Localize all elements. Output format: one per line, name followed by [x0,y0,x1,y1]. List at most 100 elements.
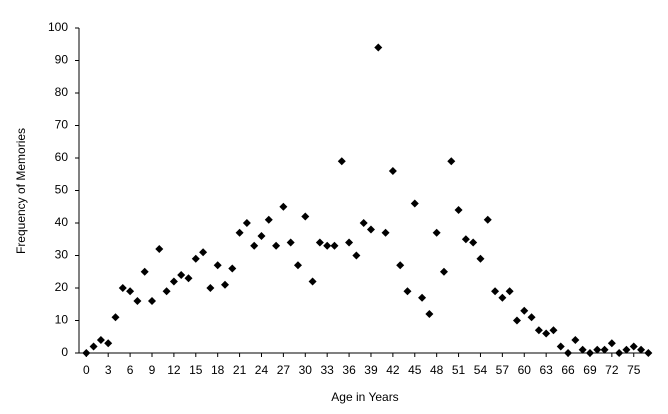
x-tick-label: 24 [255,363,269,377]
x-tick-label: 6 [127,363,134,377]
data-point [147,297,156,305]
data-point [279,202,288,211]
data-point [498,293,507,302]
data-point [199,248,208,257]
x-tick-label: 69 [583,363,597,377]
data-point [257,232,266,240]
x-tick-label: 36 [342,363,356,377]
data-point [359,219,368,227]
x-tick-label: 48 [430,363,444,377]
data-point [469,238,478,247]
data-point [155,245,164,253]
data-point [512,316,521,325]
x-tick-label: 51 [452,363,466,377]
data-point [366,225,375,234]
y-tick-label: 50 [55,183,69,197]
data-point [607,339,616,348]
data-point [600,345,609,354]
data-point [272,241,281,250]
data-point [593,345,602,354]
data-point [111,313,120,322]
data-point [418,293,427,302]
data-point [520,306,529,315]
data-point [264,215,273,224]
data-point [140,267,149,276]
data-point [374,43,383,52]
x-tick-label: 21 [233,363,247,377]
data-point [162,287,171,296]
x-tick-label: 54 [474,363,488,377]
x-tick-label: 30 [299,363,313,377]
data-point [585,349,594,357]
y-tick-label: 10 [55,313,69,327]
data-point [461,235,470,244]
data-point [337,157,346,166]
data-point [454,206,463,214]
x-tick-label: 60 [518,363,532,377]
data-point [126,287,135,296]
data-point [169,277,178,286]
data-point [410,199,419,208]
data-point [184,274,193,283]
data-point [629,342,638,351]
x-axis-label: Age in Years [331,390,398,404]
x-tick-label: 57 [496,363,510,377]
data-point [491,287,500,296]
data-point [177,271,186,279]
data-point [242,219,251,227]
x-tick-label: 75 [627,363,641,377]
x-tick-label: 9 [149,363,156,377]
data-point [315,238,324,247]
x-tick-label: 27 [277,363,291,377]
x-tick-label: 66 [561,363,575,377]
data-point [549,326,558,335]
y-tick-label: 40 [55,215,69,229]
data-point [476,254,485,263]
x-tick-label: 12 [167,363,181,377]
data-point [286,238,295,247]
x-tick-label: 3 [105,363,112,377]
data-point [104,339,113,348]
data-point [293,261,302,270]
data-point [235,228,244,237]
data-point [213,261,222,270]
y-tick-label: 100 [48,20,68,34]
data-point [308,277,317,286]
y-tick-label: 20 [55,280,69,294]
data-point [534,326,543,335]
data-point [644,349,653,357]
data-point [381,228,390,237]
y-tick-label: 80 [55,85,69,99]
data-point [330,241,339,250]
data-point [425,310,434,318]
data-point [301,212,310,221]
data-point [96,336,105,344]
data-point [439,267,448,276]
data-point [527,313,536,322]
data-point [571,336,580,344]
data-point [345,238,354,247]
y-tick-label: 30 [55,248,69,262]
x-tick-label: 45 [408,363,422,377]
data-point [323,241,332,250]
data-point [206,284,215,292]
data-point [133,297,142,305]
y-tick-label: 90 [55,53,69,67]
x-tick-label: 15 [189,363,203,377]
data-point [250,241,259,250]
x-tick-label: 0 [83,363,90,377]
data-point [403,287,412,296]
data-point [542,329,551,338]
data-point [220,280,229,289]
data-point [564,349,573,357]
y-axis-label: Frequency of Memories [14,128,28,254]
data-point [191,254,200,263]
data-point [228,264,237,273]
x-tick-label: 33 [320,363,334,377]
data-point [432,228,441,237]
x-tick-label: 42 [386,363,400,377]
data-point [637,345,646,354]
x-tick-label: 63 [539,363,553,377]
x-tick-label: 39 [364,363,378,377]
